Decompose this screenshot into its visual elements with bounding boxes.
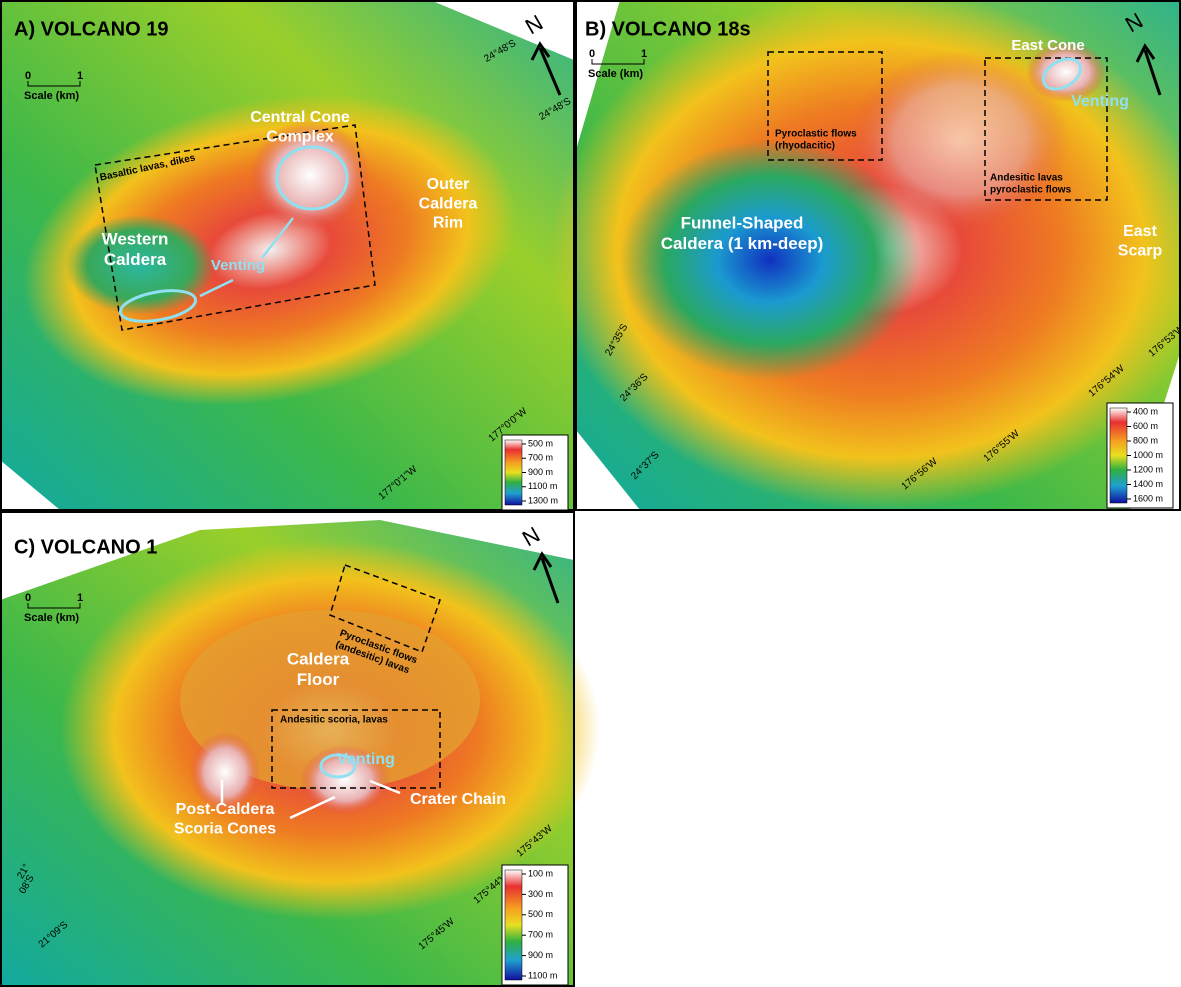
map-label: (rhyodacitic) (775, 141, 835, 152)
scale-label: Scale (km) (24, 612, 79, 624)
legend-label: 1600 m (1133, 493, 1163, 503)
map-label: Caldera (104, 250, 167, 269)
color-bar (1110, 408, 1127, 503)
legend-label: 1400 m (1133, 479, 1163, 489)
legend-label: 300 m (528, 889, 553, 899)
map-label: Western (102, 229, 169, 248)
legend-label: 500 m (528, 438, 553, 448)
map-label: Andesitic scoria, lavas (280, 715, 388, 726)
color-bar (505, 440, 522, 505)
legend-label: 100 m (528, 868, 553, 878)
legend-label: 800 m (1133, 435, 1158, 445)
map-label: Caldera (287, 649, 350, 668)
legend-label: 900 m (528, 467, 553, 477)
map-label: Complex (266, 128, 334, 145)
map-label: Caldera (419, 195, 478, 212)
panel-title: C) VOLCANO 1 (14, 536, 157, 558)
map-label: East (1123, 223, 1157, 240)
color-bar (505, 870, 522, 980)
legend-label: 1100 m (528, 481, 557, 491)
map-label: Venting (1071, 93, 1129, 110)
panel-title: A) VOLCANO 19 (14, 18, 168, 40)
legend-label: 900 m (528, 950, 553, 960)
map-label: Pyroclastic flows (775, 129, 857, 140)
map-label: pyroclastic flows (990, 185, 1072, 196)
scale-tick-label: 1 (641, 48, 647, 60)
scale-tick-label: 1 (77, 70, 83, 82)
map-label: Scarp (1118, 242, 1163, 259)
map-label: Caldera (1 km-deep) (661, 234, 824, 253)
panel-title: B) VOLCANO 18s (585, 18, 751, 40)
map-label: Floor (297, 670, 340, 689)
legend-label: 1100 m (528, 970, 557, 980)
map-label: East Cone (1011, 37, 1084, 54)
north-label: N (518, 522, 544, 552)
map-label: Outer (427, 176, 470, 193)
scale-tick-label: 0 (25, 70, 31, 82)
map-label: Crater Chain (410, 791, 506, 808)
scale-tick-label: 1 (77, 592, 83, 604)
figure: A) VOLCANO 19 0 1 Scale (km) N Central Cone Co… (0, 0, 1181, 987)
legend-label: 1300 m (528, 495, 558, 505)
scale-tick-label: 0 (589, 48, 595, 60)
map-label: Venting (337, 751, 395, 768)
north-label: N (521, 10, 547, 40)
legend-label: 700 m (528, 930, 553, 940)
scale-label: Scale (km) (588, 68, 643, 80)
map-label: Venting (211, 257, 265, 274)
legend-label: 1200 m (1133, 464, 1163, 474)
legend-label: 500 m (528, 909, 553, 919)
map-label: Andesitic lavas (990, 173, 1063, 184)
panel-b-terrain (550, 0, 1181, 510)
legend-label: 400 m (1133, 406, 1158, 416)
map-label: Central Cone (250, 109, 350, 126)
legend-label: 1000 m (1133, 450, 1163, 460)
legend-label: 700 m (528, 453, 553, 463)
map-label: Post-Caldera (176, 801, 275, 818)
scale-tick-label: 0 (25, 592, 31, 604)
map-label: Funnel-Shaped (681, 213, 804, 232)
map-label: Scoria Cones (174, 820, 276, 837)
map-label: Rim (433, 215, 463, 232)
scale-label: Scale (km) (24, 90, 79, 102)
legend-label: 600 m (1133, 421, 1158, 431)
